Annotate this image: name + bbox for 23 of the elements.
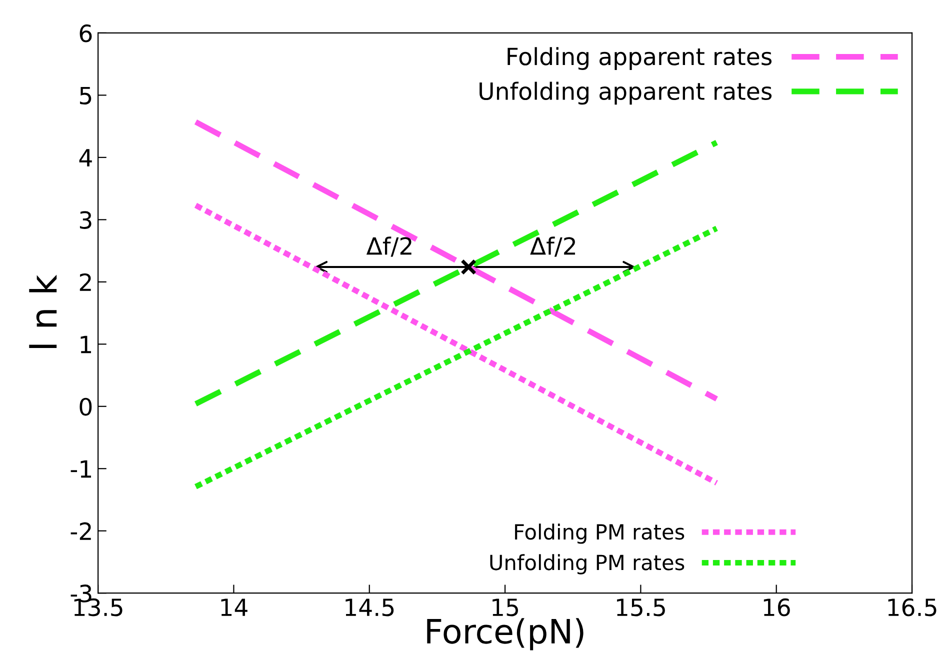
y-tick-label: -1 xyxy=(70,460,92,478)
x-tick-label: 15 xyxy=(492,598,518,616)
y-tick-label: 1 xyxy=(80,336,92,354)
x-tick-label: 16 xyxy=(764,598,790,616)
legend-label: Unfolding apparent rates xyxy=(480,82,772,105)
legend-label: Folding PM rates xyxy=(515,524,684,544)
y-tick-label: 3 xyxy=(80,211,92,229)
y-tick-label: -2 xyxy=(70,522,91,540)
legend-label: Folding apparent rates xyxy=(508,47,772,70)
y-tick-label: 0 xyxy=(80,398,92,416)
legend-label: Unfolding PM rates xyxy=(490,554,684,574)
x-tick-label: 14 xyxy=(221,598,248,616)
x-tick-label: 14.5 xyxy=(346,598,394,616)
annotation: Δf/2 xyxy=(530,236,576,257)
y-tick-label: 5 xyxy=(80,86,92,104)
y-tick-label: 2 xyxy=(80,273,91,291)
x-axis-title: Force(pN) xyxy=(427,618,584,650)
y-tick-label: 4 xyxy=(79,149,92,166)
y-tick-label: 6 xyxy=(80,24,92,42)
x-tick-label: 16.5 xyxy=(888,598,936,616)
y-axis-title: l n k xyxy=(29,274,57,348)
x-tick-label: 15.5 xyxy=(617,598,665,616)
annotation: Δf/2 xyxy=(366,236,412,257)
